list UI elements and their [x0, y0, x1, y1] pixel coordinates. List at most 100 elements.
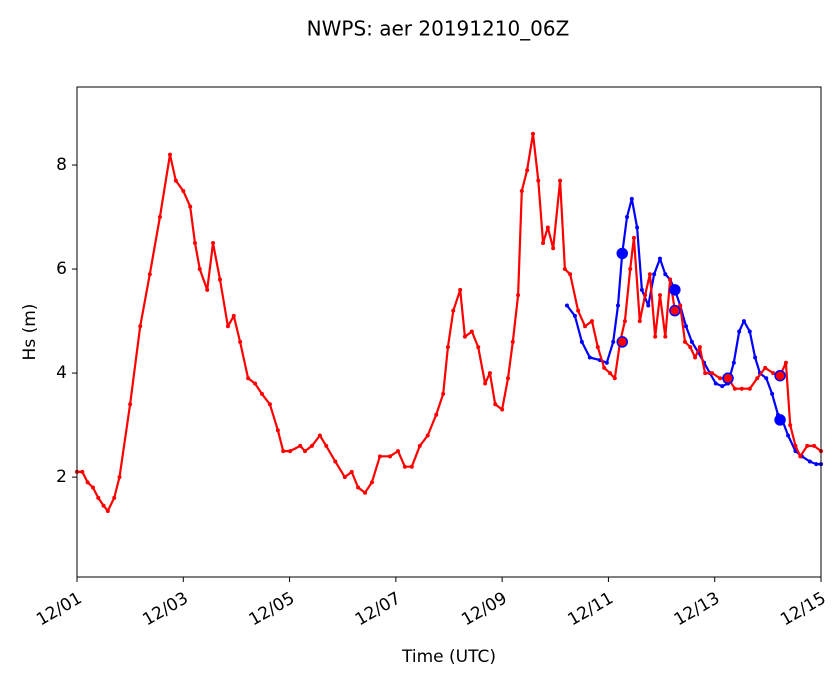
data-point: [631, 235, 636, 240]
data-point: [595, 345, 600, 350]
data-point: [611, 339, 616, 344]
data-point: [536, 178, 541, 183]
data-point: [117, 475, 122, 480]
x-axis-label: Time (UTC): [401, 647, 496, 667]
data-point: [564, 303, 569, 308]
data-point: [356, 485, 361, 490]
data-point: [530, 131, 535, 136]
data-point: [500, 407, 505, 412]
y-tick-label: 6: [56, 259, 67, 279]
data-point: [747, 386, 752, 391]
data-point: [814, 462, 819, 467]
x-tick-label: 12/05: [246, 588, 298, 630]
data-point: [639, 287, 644, 292]
x-tick-label: 12/15: [777, 588, 829, 630]
data-point: [646, 303, 651, 308]
data-point: [793, 443, 798, 448]
data-point: [105, 508, 110, 513]
data-point: [238, 339, 243, 344]
data-point: [713, 381, 718, 386]
data-point: [541, 241, 546, 246]
data-point: [805, 443, 810, 448]
data-point: [788, 423, 793, 428]
y-tick-label: 2: [56, 467, 67, 487]
data-point: [395, 449, 400, 454]
data-point: [246, 376, 251, 381]
data-point: [493, 402, 498, 407]
data-point: [434, 412, 439, 417]
data-point: [275, 428, 280, 433]
data-point: [417, 443, 422, 448]
data-point: [309, 443, 314, 448]
data-point: [349, 469, 354, 474]
data-point: [615, 303, 620, 308]
data-point: [90, 485, 95, 490]
data-point: [653, 334, 658, 339]
data-point: [770, 391, 775, 396]
data-point: [572, 313, 577, 318]
data-point: [558, 178, 563, 183]
data-point: [409, 464, 414, 469]
data-point: [739, 386, 744, 391]
data-point: [458, 287, 463, 292]
plot-frame: [76, 86, 822, 578]
marker-point: [616, 247, 628, 260]
data-point: [253, 381, 258, 386]
data-point: [147, 272, 152, 277]
data-point: [764, 376, 769, 381]
y-tick-label: 4: [56, 363, 67, 383]
data-point: [168, 152, 172, 157]
data-point: [519, 189, 524, 194]
data-point: [678, 303, 683, 308]
data-point: [612, 376, 617, 381]
data-point: [798, 454, 803, 459]
x-tick-label: 12/13: [671, 588, 723, 630]
data-point: [628, 267, 633, 272]
data-point: [684, 324, 689, 329]
data-point: [625, 215, 630, 220]
data-point: [629, 196, 634, 201]
data-point: [783, 360, 788, 365]
data-point: [342, 475, 347, 480]
data-point: [317, 433, 322, 438]
data-point: [483, 381, 488, 386]
data-point: [225, 324, 230, 329]
data-point: [96, 495, 101, 500]
data-point: [635, 225, 640, 230]
data-point: [451, 308, 456, 313]
data-point: [747, 329, 752, 334]
data-point: [138, 324, 143, 329]
data-point: [576, 308, 581, 313]
data-point: [647, 272, 652, 277]
data-point: [192, 241, 197, 246]
data-point: [267, 402, 272, 407]
data-point: [302, 449, 307, 454]
x-tick-label: 12/03: [139, 588, 191, 630]
data-point: [363, 490, 368, 495]
data-point: [217, 277, 222, 282]
data-point: [682, 339, 687, 344]
data-point: [589, 319, 594, 324]
data-point: [181, 189, 186, 194]
data-point: [786, 433, 791, 438]
data-point: [402, 464, 407, 469]
series-line: [566, 197, 821, 466]
data-point: [157, 215, 162, 220]
data-point: [551, 246, 556, 251]
data-point: [583, 324, 588, 329]
data-point: [637, 319, 642, 324]
data-point: [689, 339, 694, 344]
data-point: [188, 204, 193, 209]
data-point: [763, 365, 768, 370]
data-point: [197, 267, 202, 272]
data-point: [622, 319, 627, 324]
data-point: [718, 376, 723, 381]
data-point: [562, 267, 567, 272]
marker-point: [774, 369, 786, 382]
data-point: [231, 313, 236, 318]
data-point: [505, 376, 510, 381]
x-tick-label: 12/09: [458, 588, 510, 630]
data-point: [211, 241, 216, 246]
data-point: [663, 334, 668, 339]
data-point: [333, 459, 338, 464]
